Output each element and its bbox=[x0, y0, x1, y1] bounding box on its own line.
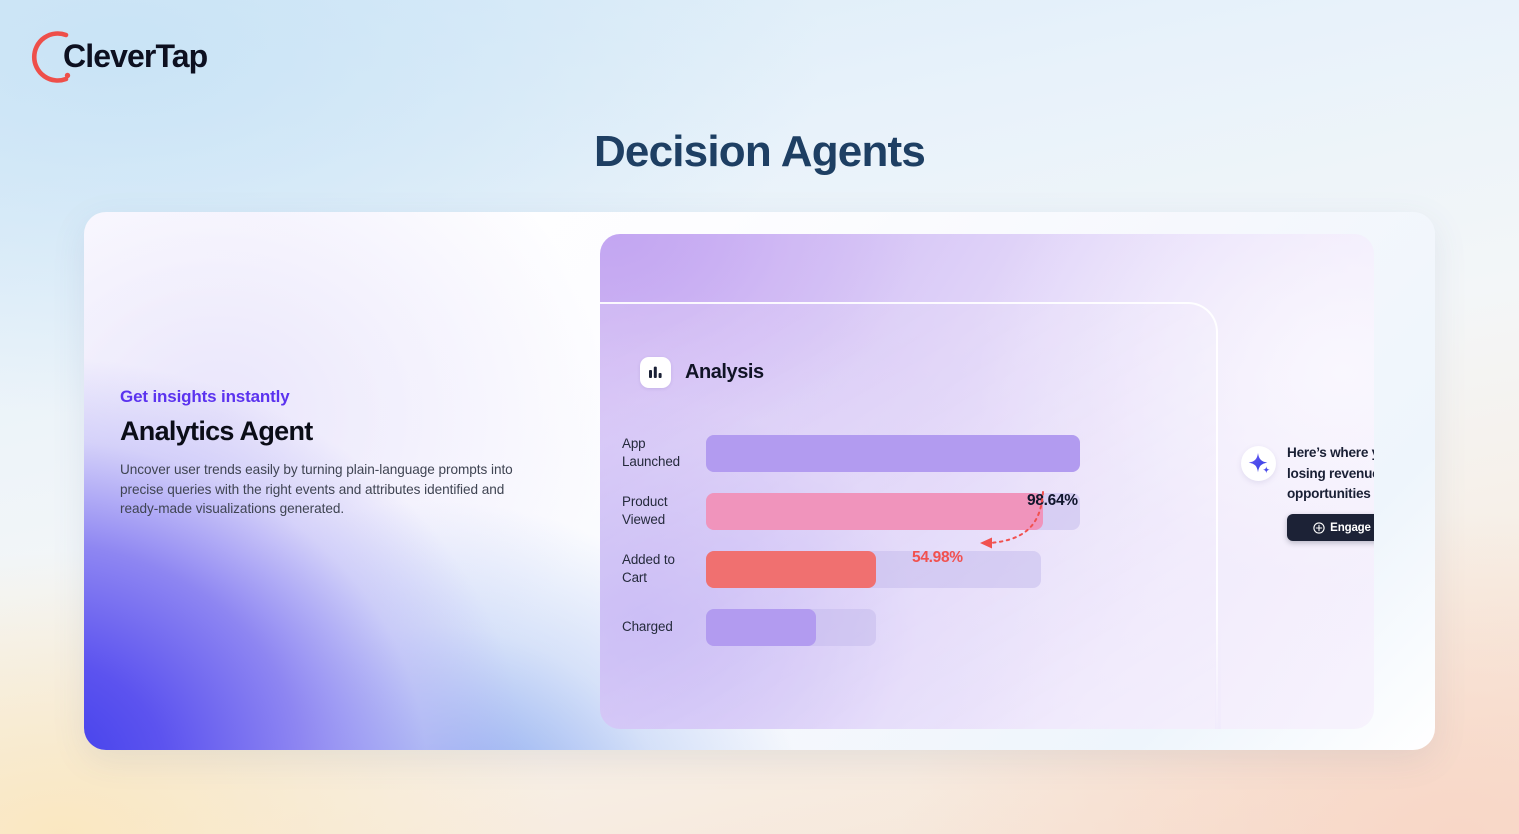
funnel-row[interactable]: Product Viewed bbox=[622, 482, 1182, 540]
funnel-track bbox=[706, 608, 876, 646]
funnel-fill bbox=[706, 434, 1080, 472]
pct-label-product-viewed: 98.64% bbox=[1027, 492, 1078, 509]
funnel-fill bbox=[706, 608, 816, 646]
funnel-track bbox=[706, 434, 1080, 472]
eyebrow-text: Get insights instantly bbox=[120, 387, 290, 406]
inner-panel-edge-fade bbox=[1215, 614, 1221, 729]
funnel-row[interactable]: Added to Cart bbox=[622, 540, 1182, 598]
analysis-title: Analysis bbox=[685, 361, 764, 383]
funnel-fill bbox=[706, 492, 1043, 530]
copy-block: Get insights instantly Analytics Agent U… bbox=[120, 387, 560, 519]
funnel-track bbox=[706, 550, 1041, 588]
funnel-row[interactable]: Charged bbox=[622, 598, 1182, 656]
plus-circle-icon bbox=[1313, 521, 1325, 534]
insight-text: Here’s where you are losing revenue oppo… bbox=[1287, 445, 1374, 502]
sparkle-icon bbox=[1241, 446, 1276, 481]
analysis-panel: Analysis App Launched Product Viewed bbox=[600, 234, 1374, 729]
bar-chart-icon bbox=[640, 357, 671, 388]
funnel-track bbox=[706, 492, 1080, 530]
funnel-label-charged: Charged bbox=[622, 619, 673, 635]
funnel-label-added-to-cart: Added to Cart bbox=[622, 552, 675, 585]
body-text: Uncover user trends easily by turning pl… bbox=[120, 462, 513, 517]
engage-button-label: Engage bbox=[1330, 521, 1371, 534]
funnel-fill bbox=[706, 550, 876, 588]
logo-arc-icon bbox=[32, 31, 71, 83]
logo-wordmark: CleverTap bbox=[63, 38, 208, 74]
analysis-header: Analysis bbox=[640, 357, 764, 388]
clevertap-logo[interactable]: CleverTap bbox=[26, 26, 236, 88]
pct-label-added-to-cart: 54.98% bbox=[912, 549, 963, 566]
funnel-label-app-launched: App Launched bbox=[622, 436, 681, 469]
funnel-chart: App Launched Product Viewed Added to Car… bbox=[622, 424, 1182, 656]
headline-text: Analytics Agent bbox=[120, 416, 313, 446]
engage-button[interactable]: Engage bbox=[1287, 514, 1374, 541]
funnel-label-product-viewed: Product Viewed bbox=[622, 494, 668, 527]
feature-card: Get insights instantly Analytics Agent U… bbox=[84, 212, 1435, 750]
funnel-row[interactable]: App Launched bbox=[622, 424, 1182, 482]
page-title: Decision Agents bbox=[593, 127, 926, 176]
